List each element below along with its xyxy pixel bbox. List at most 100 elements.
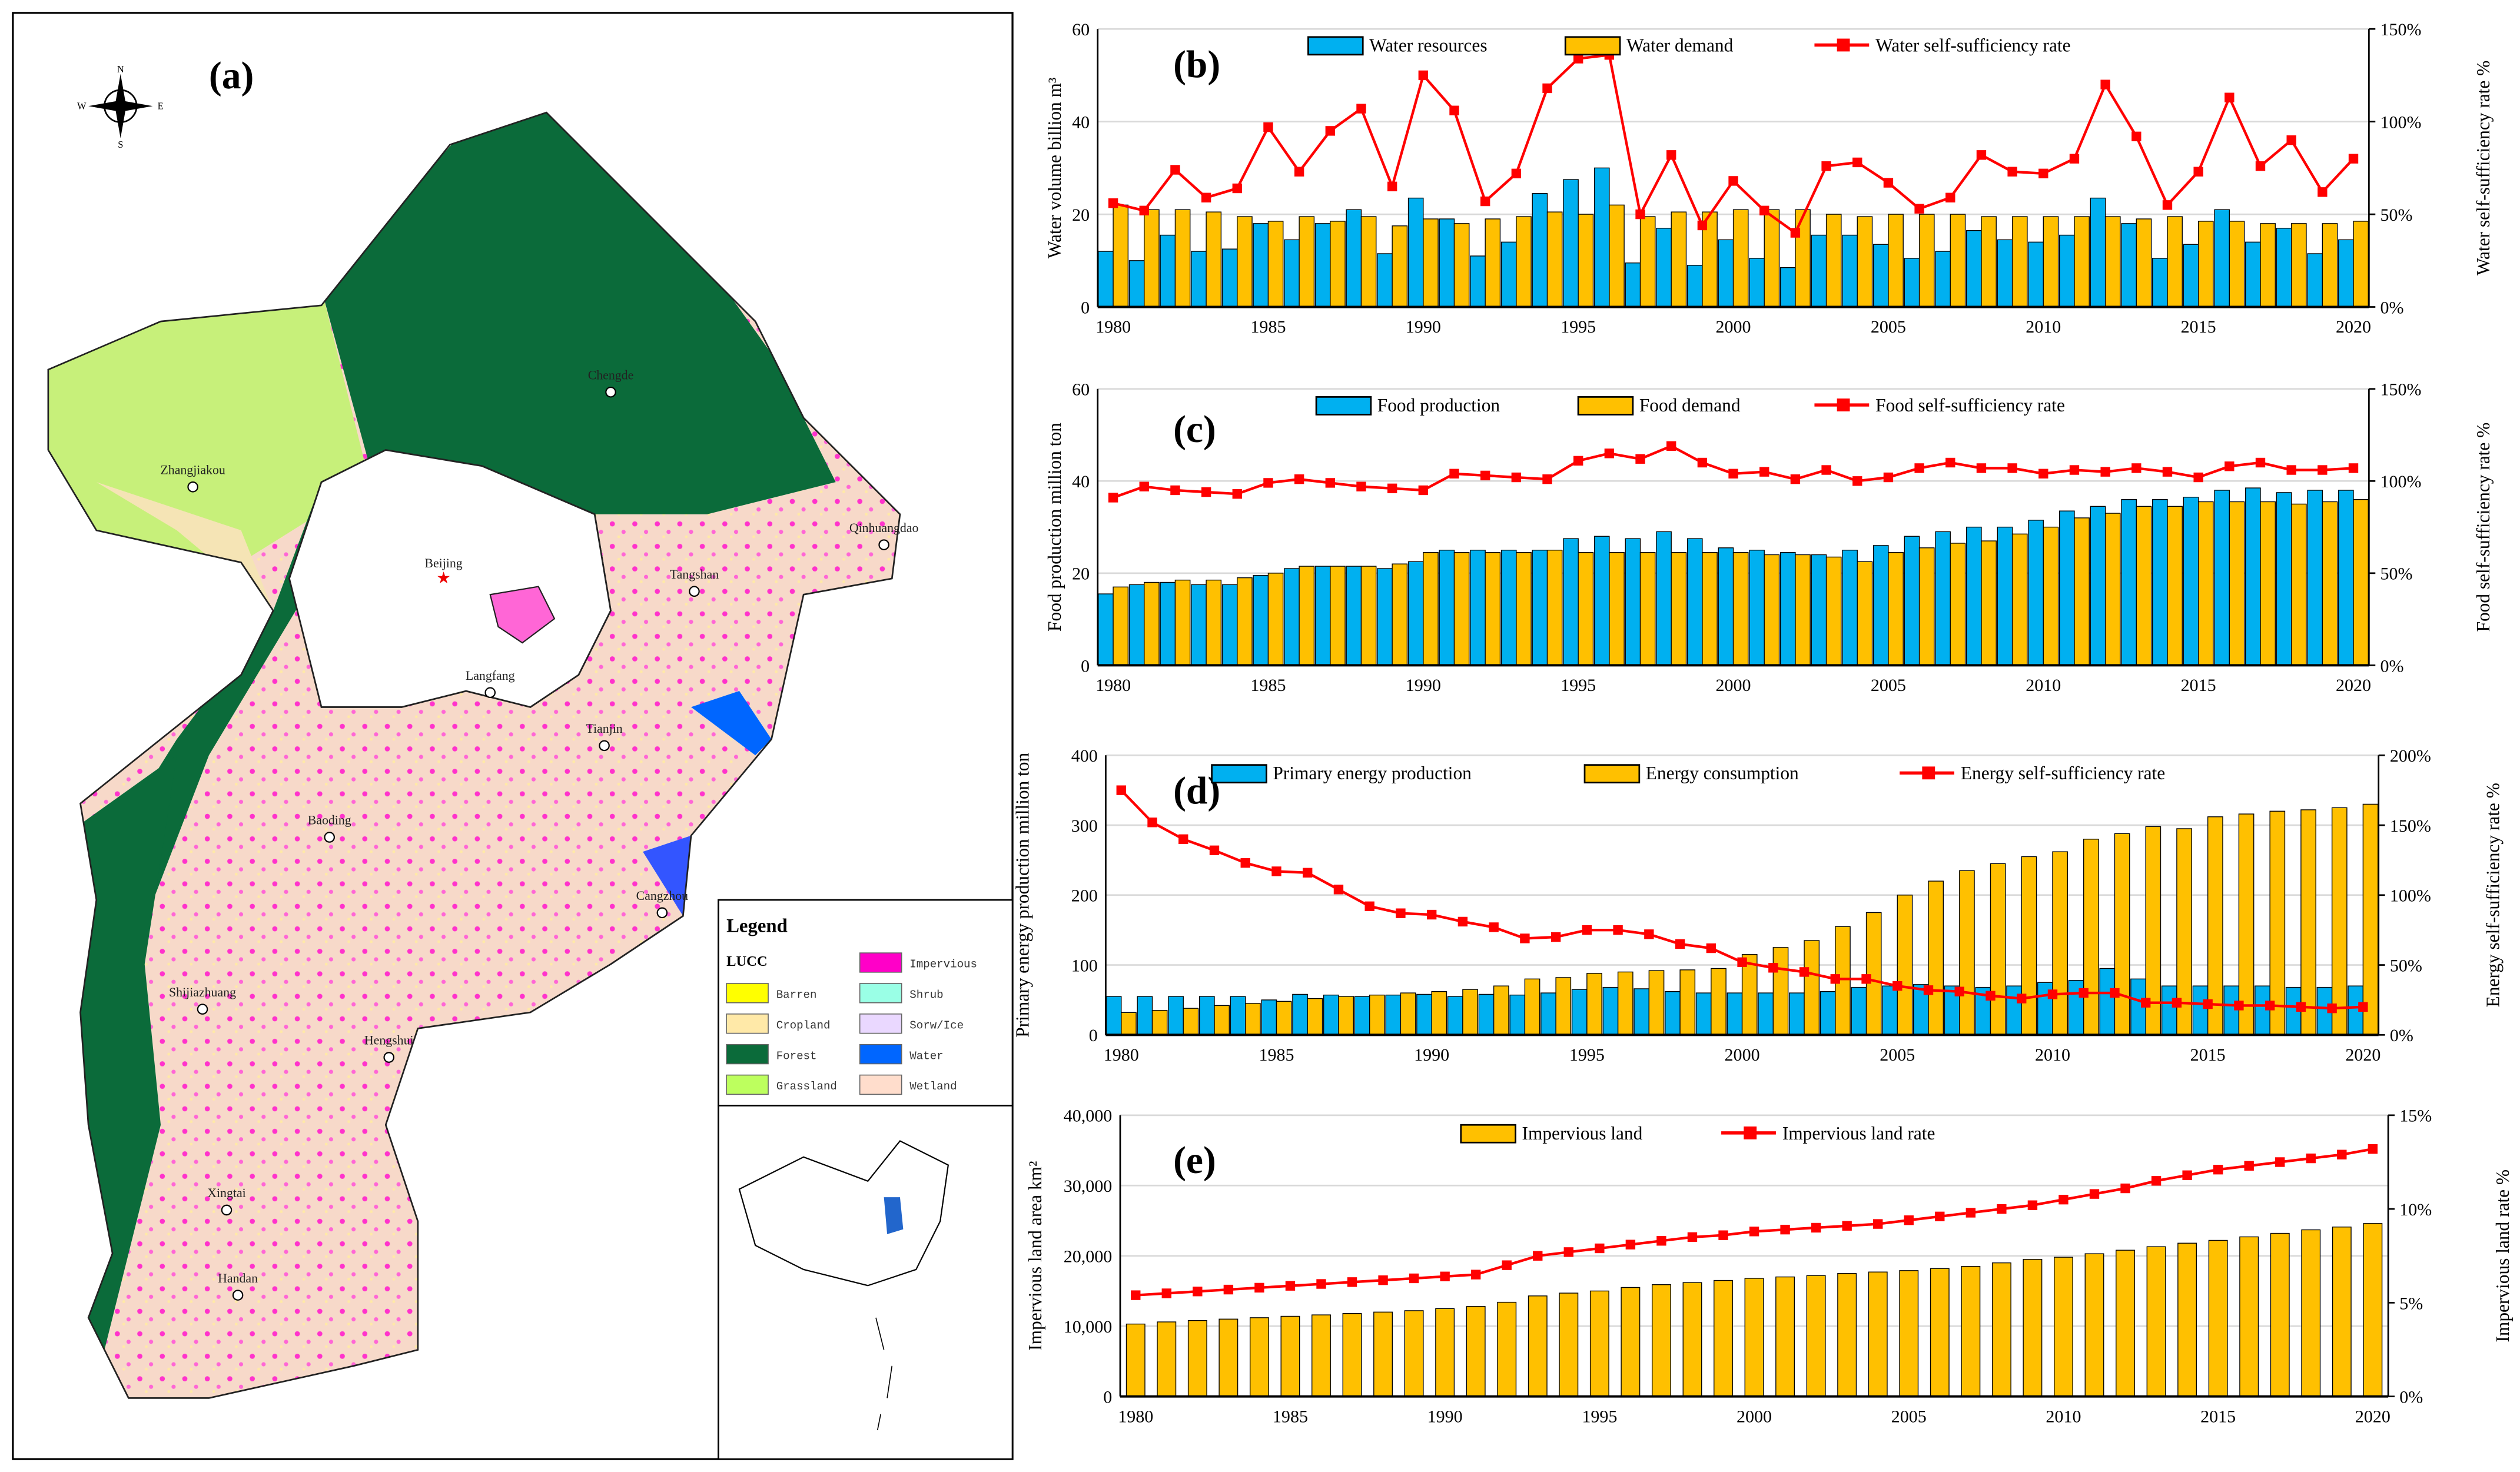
bar-water-demand <box>1609 204 1625 308</box>
point-energy-self-sufficiency-rate <box>1893 981 1903 991</box>
legend-item-shrub: Shrub <box>859 983 944 1004</box>
y-tick-label: 0 <box>1081 656 1090 676</box>
legend-item-cropland: Cropland <box>726 1014 830 1034</box>
bar-impervious-land <box>2084 1253 2104 1397</box>
point-impervious-land-rate <box>2275 1157 2285 1167</box>
point-impervious-land-rate <box>1470 1270 1481 1280</box>
point-food-self-sufficiency-rate <box>1728 468 1738 479</box>
bar-food-production <box>1718 547 1734 666</box>
bar-food-demand <box>2353 499 2369 666</box>
point-food-self-sufficiency-rate <box>1945 457 1955 468</box>
point-energy-self-sufficiency-rate <box>1768 963 1778 973</box>
bar-water-demand <box>2290 223 2307 308</box>
point-water-self-sufficiency-rate <box>1914 204 1924 214</box>
point-impervious-land-rate <box>1347 1277 1357 1287</box>
bar-impervious-land <box>1404 1310 1424 1397</box>
bar-primary-energy-production <box>1758 992 1774 1036</box>
bar-impervious-land <box>2239 1236 2259 1397</box>
bar-water-resources <box>2090 197 2106 308</box>
bar-impervious-land <box>1651 1284 1671 1397</box>
bar-water-resources <box>2338 239 2354 308</box>
point-water-self-sufficiency-rate <box>1697 220 1708 231</box>
bar-water-demand <box>1764 209 1780 308</box>
bar-energy-consumption <box>1307 998 1323 1036</box>
bar-food-demand <box>2197 501 2214 666</box>
bar-impervious-land <box>1806 1275 1826 1397</box>
legend-label: Water self-sufficiency rate <box>1875 35 2070 55</box>
point-energy-self-sufficiency-rate <box>2327 1004 2337 1014</box>
point-water-self-sufficiency-rate <box>1170 165 1180 175</box>
y2-tick-label: 150% <box>2380 20 2421 39</box>
point-food-self-sufficiency-rate <box>1573 456 1583 466</box>
y2-tick-label: 0% <box>2380 298 2403 317</box>
point-energy-self-sufficiency-rate <box>1116 785 1126 795</box>
point-energy-self-sufficiency-rate <box>1644 929 1654 939</box>
city-label: Baoding <box>308 813 351 828</box>
bar-food-demand <box>1950 543 1966 666</box>
bar-water-demand <box>1174 209 1191 308</box>
bar-food-demand <box>1113 586 1129 666</box>
bar-water-demand <box>1423 218 1439 308</box>
city-label: Tianjin <box>586 722 622 736</box>
legend-item-impervious-land: Impervious land <box>1460 1123 1643 1144</box>
bar-water-demand <box>1671 211 1687 308</box>
x-tick-label: 2020 <box>2345 1045 2380 1065</box>
bar-impervious-land <box>1373 1311 1393 1397</box>
bar-energy-consumption <box>1493 985 1509 1036</box>
y-tick-label: 0 <box>1081 298 1090 317</box>
bar-water-resources <box>1377 253 1393 308</box>
city-marker-icon <box>197 1004 208 1015</box>
point-food-self-sufficiency-rate <box>1542 474 1552 484</box>
bar-water-demand <box>2074 216 2090 308</box>
city-label: Chengde <box>588 368 634 382</box>
point-water-self-sufficiency-rate <box>2069 154 2080 164</box>
point-energy-self-sufficiency-rate <box>1333 885 1344 895</box>
bar-energy-consumption <box>1711 968 1727 1036</box>
bar-food-production <box>2245 487 2261 666</box>
city-label: Beijing <box>424 556 462 570</box>
point-energy-self-sufficiency-rate <box>2047 989 2058 999</box>
bar-food-production <box>1811 554 1827 666</box>
x-tick-label: 1985 <box>1250 317 1286 337</box>
bar-impervious-land <box>1961 1265 1981 1397</box>
x-tick-label: 2015 <box>2200 1407 2236 1426</box>
chart-b: 0 20 40 60 0% 50% 100% 150% 1980 1985 1990 1995 2000… <box>1044 20 2494 337</box>
y2-tick-label: 0% <box>2390 1026 2413 1045</box>
city-langfang: Langfang <box>466 669 515 699</box>
legend-swatch <box>1211 764 1267 784</box>
legend-swatch <box>1583 764 1641 784</box>
bar-water-resources <box>1965 230 1982 308</box>
point-energy-self-sufficiency-rate <box>1240 858 1250 868</box>
point-impervious-land-rate <box>1656 1236 1666 1246</box>
bar-impervious-land <box>1528 1295 1548 1397</box>
bar-impervious-land <box>2332 1227 2352 1397</box>
point-water-self-sufficiency-rate <box>2255 161 2266 171</box>
point-impervious-land-rate <box>2027 1200 2038 1210</box>
bar-food-demand <box>2229 501 2245 666</box>
point-impervious-land-rate <box>2120 1183 2130 1194</box>
bar-primary-energy-production <box>1665 991 1681 1036</box>
bar-food-demand <box>1206 579 1222 666</box>
legend-marker <box>1837 398 1850 411</box>
bar-primary-energy-production <box>1789 992 1805 1036</box>
bar-water-resources <box>1749 258 1765 308</box>
legend-swatch <box>859 983 902 1004</box>
legend-item-food-self-sufficiency-rate: Food self-sufficiency rate <box>1814 395 2065 416</box>
point-food-self-sufficiency-rate <box>1883 472 1894 483</box>
bar-food-production <box>1997 526 2013 666</box>
bar-water-resources <box>1532 192 1548 308</box>
bar-primary-energy-production <box>1292 993 1308 1036</box>
x-tick-label: 2020 <box>2336 317 2371 337</box>
point-impervious-land-rate <box>2368 1144 2378 1154</box>
point-energy-self-sufficiency-rate <box>1550 932 1561 942</box>
bar-primary-energy-production <box>1633 988 1650 1036</box>
y2-tick-label: 50% <box>2380 564 2412 584</box>
bar-impervious-land <box>1991 1262 2011 1397</box>
bar-water-resources <box>2183 244 2199 308</box>
city-cangzhou: Cangzhou <box>636 889 688 919</box>
panel-label: (b) <box>1173 44 1220 86</box>
point-water-self-sufficiency-rate <box>1511 168 1522 179</box>
point-energy-self-sufficiency-rate <box>2296 1002 2306 1012</box>
city-label: Hengshui <box>364 1034 414 1048</box>
bar-food-demand <box>1795 554 1811 666</box>
